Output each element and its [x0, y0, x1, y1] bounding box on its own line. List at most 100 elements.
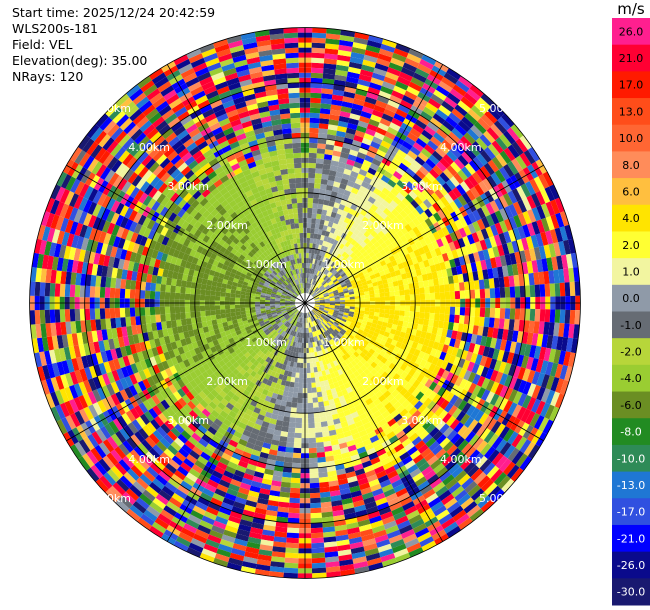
velocity-gate	[508, 376, 518, 390]
velocity-gate	[444, 306, 451, 315]
velocity-gate	[511, 433, 523, 448]
velocity-gate	[204, 305, 211, 311]
velocity-gate	[425, 492, 439, 504]
velocity-gate	[462, 272, 469, 283]
velocity-gate	[261, 534, 275, 542]
velocity-gate	[219, 305, 226, 310]
velocity-gate	[551, 256, 559, 271]
velocity-gate	[243, 446, 254, 455]
velocity-gate	[266, 458, 276, 466]
velocity-gate	[517, 226, 526, 239]
velocity-gate	[296, 362, 301, 368]
velocity-gate	[335, 427, 344, 435]
velocity-gate	[445, 371, 455, 382]
velocity-gate	[310, 507, 322, 514]
velocity-gate	[405, 181, 416, 191]
velocity-gate	[483, 162, 495, 176]
velocity-gate	[454, 366, 463, 377]
velocity-gate	[266, 379, 273, 387]
velocity-gate	[283, 370, 289, 377]
velocity-gate	[200, 310, 206, 317]
velocity-gate	[249, 304, 256, 308]
velocity-gate	[536, 333, 544, 347]
velocity-gate	[310, 372, 315, 378]
velocity-gate	[334, 305, 340, 308]
velocity-gate	[402, 533, 418, 544]
velocity-gate	[200, 283, 207, 290]
velocity-gate	[378, 179, 388, 188]
velocity-gate	[463, 370, 472, 381]
velocity-gate	[356, 339, 363, 346]
velocity-gate	[392, 216, 401, 225]
velocity-gate	[356, 318, 363, 324]
velocity-gate	[235, 293, 241, 298]
velocity-gate	[414, 440, 426, 451]
velocity-gate	[347, 531, 362, 540]
velocity-gate	[306, 222, 312, 229]
velocity-gate	[504, 253, 512, 266]
velocity-gate	[435, 146, 447, 158]
velocity-gate	[207, 534, 222, 544]
velocity-gate	[160, 284, 166, 292]
velocity-gate	[354, 334, 361, 340]
velocity-gate	[272, 337, 278, 343]
velocity-gate	[319, 108, 331, 115]
velocity-gate	[330, 355, 337, 362]
velocity-gate	[315, 356, 320, 363]
velocity-gate	[430, 192, 441, 203]
velocity-gate	[354, 468, 366, 476]
velocity-gate	[499, 133, 512, 148]
velocity-gate	[302, 332, 305, 339]
velocity-gate	[94, 308, 101, 320]
velocity-gate	[331, 268, 337, 274]
velocity-gate	[317, 461, 327, 468]
velocity-gate	[355, 509, 368, 518]
velocity-gate	[243, 472, 254, 481]
velocity-gate	[511, 158, 523, 173]
velocity-gate	[311, 552, 326, 559]
velocity-gate	[363, 496, 376, 505]
velocity-gate	[333, 239, 339, 246]
velocity-gate	[339, 309, 345, 313]
velocity-gate	[174, 451, 187, 462]
velocity-gate	[110, 277, 117, 289]
velocity-gate	[313, 412, 321, 418]
velocity-gate	[415, 391, 425, 401]
velocity-gate	[340, 342, 347, 349]
velocity-gate	[463, 461, 476, 474]
velocity-gate	[316, 289, 321, 294]
velocity-gate	[319, 481, 330, 488]
velocity-gate	[331, 366, 338, 373]
velocity-gate	[152, 497, 167, 510]
velocity-gate	[308, 317, 311, 323]
velocity-gate	[300, 312, 303, 318]
velocity-gate	[234, 402, 243, 410]
velocity-gate	[322, 521, 335, 528]
velocity-gate	[274, 424, 283, 432]
velocity-gate	[441, 455, 454, 467]
velocity-gate	[357, 361, 364, 368]
velocity-gate	[527, 146, 540, 162]
velocity-gate	[386, 277, 393, 284]
velocity-gate	[379, 249, 387, 256]
velocity-gate	[533, 345, 542, 360]
velocity-gate	[341, 497, 353, 505]
velocity-gate	[396, 376, 405, 385]
velocity-gate	[347, 362, 354, 370]
velocity-gate	[499, 385, 509, 398]
velocity-gate	[554, 227, 564, 243]
velocity-gate	[264, 303, 271, 307]
velocity-gate	[440, 236, 449, 246]
velocity-gate	[388, 235, 396, 244]
velocity-gate	[452, 322, 459, 332]
velocity-gate	[261, 377, 269, 385]
velocity-gate	[322, 395, 329, 402]
velocity-gate	[353, 242, 361, 249]
velocity-gate	[390, 409, 400, 419]
velocity-gate	[432, 416, 443, 428]
velocity-gate	[163, 505, 177, 517]
velocity-gate	[306, 357, 310, 364]
velocity-gate	[371, 322, 378, 329]
velocity-gate	[329, 434, 338, 441]
velocity-gate	[324, 305, 330, 308]
